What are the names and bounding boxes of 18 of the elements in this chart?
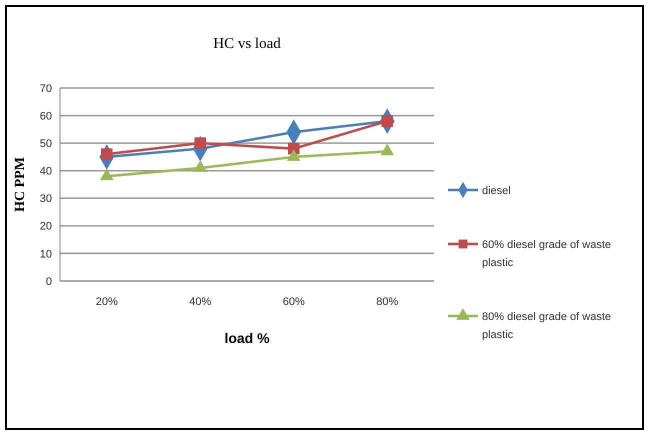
legend-label: diesel <box>482 184 511 197</box>
x-axis-title: load % <box>224 330 270 346</box>
chart-title: HC vs load <box>213 36 282 52</box>
y-tick-label: 40 <box>40 166 52 178</box>
y-tick-label: 20 <box>40 220 52 233</box>
y-tick-label: 10 <box>40 248 52 260</box>
x-tick-label: 20% <box>96 296 118 308</box>
y-axis-title: HC PPM <box>13 157 28 212</box>
y-tick-label: 70 <box>40 82 52 95</box>
x-tick-label: 80% <box>376 296 398 308</box>
legend-label: 60% diesel grade of waste plastic <box>482 238 612 269</box>
y-tick-label: 50 <box>40 138 52 150</box>
x-tick-label: 60% <box>282 296 305 308</box>
y-tick-label: 30 <box>40 193 52 206</box>
legend-label: 80% diesel grade of waste plastic <box>482 310 612 341</box>
y-tick-label: 0 <box>46 276 52 288</box>
x-tick-label: 40% <box>189 296 212 308</box>
y-tick-label: 60 <box>40 110 52 122</box>
